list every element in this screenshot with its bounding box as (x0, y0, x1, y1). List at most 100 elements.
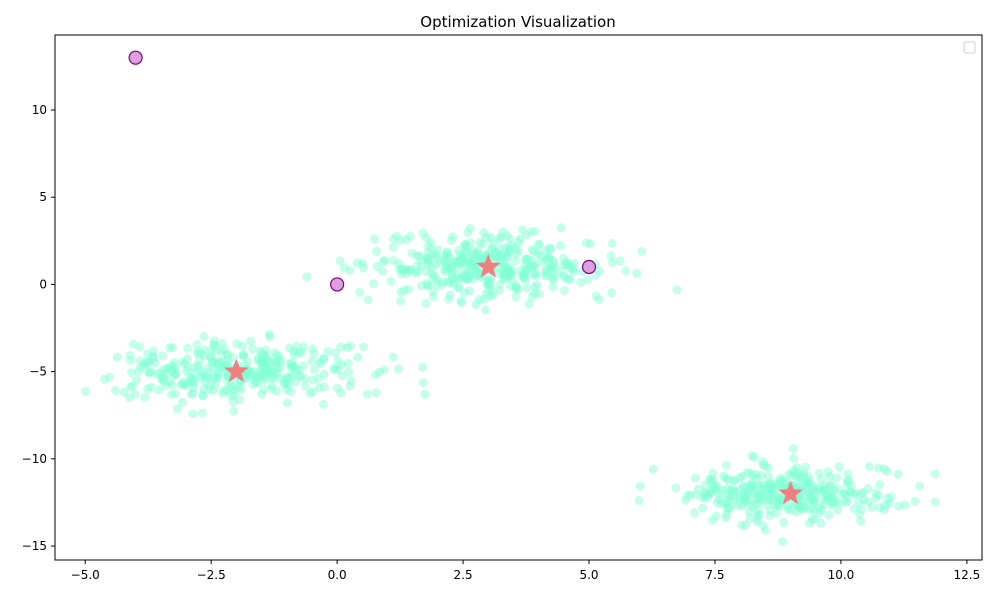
scatter-point (460, 268, 470, 278)
scatter-point (135, 342, 145, 352)
scatter-point (371, 246, 381, 256)
scatter-point (270, 358, 280, 368)
scatter-point (752, 517, 762, 527)
scatter-point (820, 480, 830, 490)
y-tick-label: 5 (39, 190, 47, 204)
scatter-point (431, 260, 441, 270)
scatter-point (263, 366, 273, 376)
scatter-point (245, 366, 255, 376)
scatter-point (282, 372, 292, 382)
scatter-point (423, 241, 433, 251)
scatter-point (388, 352, 398, 362)
scatter-point (204, 367, 214, 377)
scatter-point (755, 490, 765, 500)
scatter-point (765, 478, 775, 488)
scatter-point (228, 397, 238, 407)
scatter-point (827, 480, 836, 489)
scatter-point (530, 226, 540, 236)
scatter-point (167, 380, 177, 390)
scatter-point (775, 495, 785, 505)
scatter-point (252, 373, 262, 382)
scatter-point (371, 370, 380, 380)
scatter-point (405, 264, 415, 274)
scatter-point (523, 254, 533, 264)
scatter-point (336, 388, 346, 398)
scatter-point (396, 269, 406, 279)
scatter-point (156, 374, 166, 383)
scatter-point (511, 282, 521, 292)
scatter-point (399, 285, 409, 295)
scatter-point (517, 225, 527, 235)
scatter-point (288, 361, 298, 371)
scatter-point (380, 256, 390, 265)
scatter-point (793, 476, 803, 486)
scatter-point (465, 261, 475, 271)
scatter-point (561, 257, 571, 267)
scatter-point (880, 500, 890, 510)
scatter-point (332, 383, 342, 393)
scatter-point (422, 280, 432, 290)
scatter-point (716, 490, 726, 499)
scatter-point (463, 274, 472, 284)
scatter-point (248, 380, 258, 389)
scatter-point (167, 361, 177, 371)
scatter-point (251, 377, 261, 387)
scatter-point (125, 350, 135, 360)
scatter-point (826, 492, 836, 502)
scatter-point (526, 227, 536, 237)
scatter-point (789, 453, 799, 463)
scatter-point (809, 498, 819, 507)
scatter-point (541, 246, 551, 256)
scatter-point (453, 262, 463, 272)
scatter-point (800, 503, 810, 512)
scatter-point (308, 344, 318, 354)
scatter-point (222, 375, 232, 385)
scatter-point (299, 342, 309, 352)
scatter-point (286, 364, 296, 373)
x-tick-label: 2.5 (454, 568, 473, 582)
scatter-point (165, 343, 175, 353)
scatter-point (274, 356, 283, 366)
scatter-point (454, 282, 464, 292)
scatter-point (728, 490, 738, 500)
scatter-point (416, 255, 426, 265)
scatter-point (520, 275, 530, 285)
scatter-point (680, 495, 690, 505)
x-tick-label: 10.0 (828, 568, 855, 582)
scatter-point (672, 285, 682, 295)
scatter-point (756, 470, 766, 480)
scatter-point (528, 261, 537, 271)
scatter-point (185, 372, 195, 382)
scatter-point (406, 231, 415, 241)
scatter-point (187, 373, 197, 383)
scatter-point (833, 505, 843, 515)
scatter-point (481, 289, 491, 299)
scatter-point (808, 481, 818, 490)
scatter-point (863, 484, 873, 494)
scatter-point (272, 386, 282, 396)
scatter-point (513, 284, 523, 294)
scatter-point (241, 373, 251, 383)
scatter-point (725, 494, 734, 504)
scatter-point (786, 505, 796, 515)
scatter-point (682, 490, 692, 500)
scatter-point (488, 290, 498, 300)
scatter-point (703, 491, 713, 501)
scatter-point (494, 250, 504, 260)
scatter-point (404, 284, 414, 294)
scatter-point (207, 345, 217, 355)
scatter-point (863, 497, 873, 507)
scatter-point (265, 356, 275, 366)
scatter-point (568, 265, 578, 274)
scatter-point (547, 272, 557, 282)
scatter-point (134, 367, 144, 377)
y-tick-label: 0 (39, 277, 47, 291)
scatter-point (223, 355, 232, 365)
x-tick-label: −5.0 (71, 568, 100, 582)
scatter-point (259, 375, 269, 385)
scatter-point (415, 251, 425, 261)
scatter-point (712, 481, 722, 491)
scatter-point (447, 273, 457, 283)
scatter-point (265, 358, 275, 368)
scatter-point (230, 391, 239, 400)
